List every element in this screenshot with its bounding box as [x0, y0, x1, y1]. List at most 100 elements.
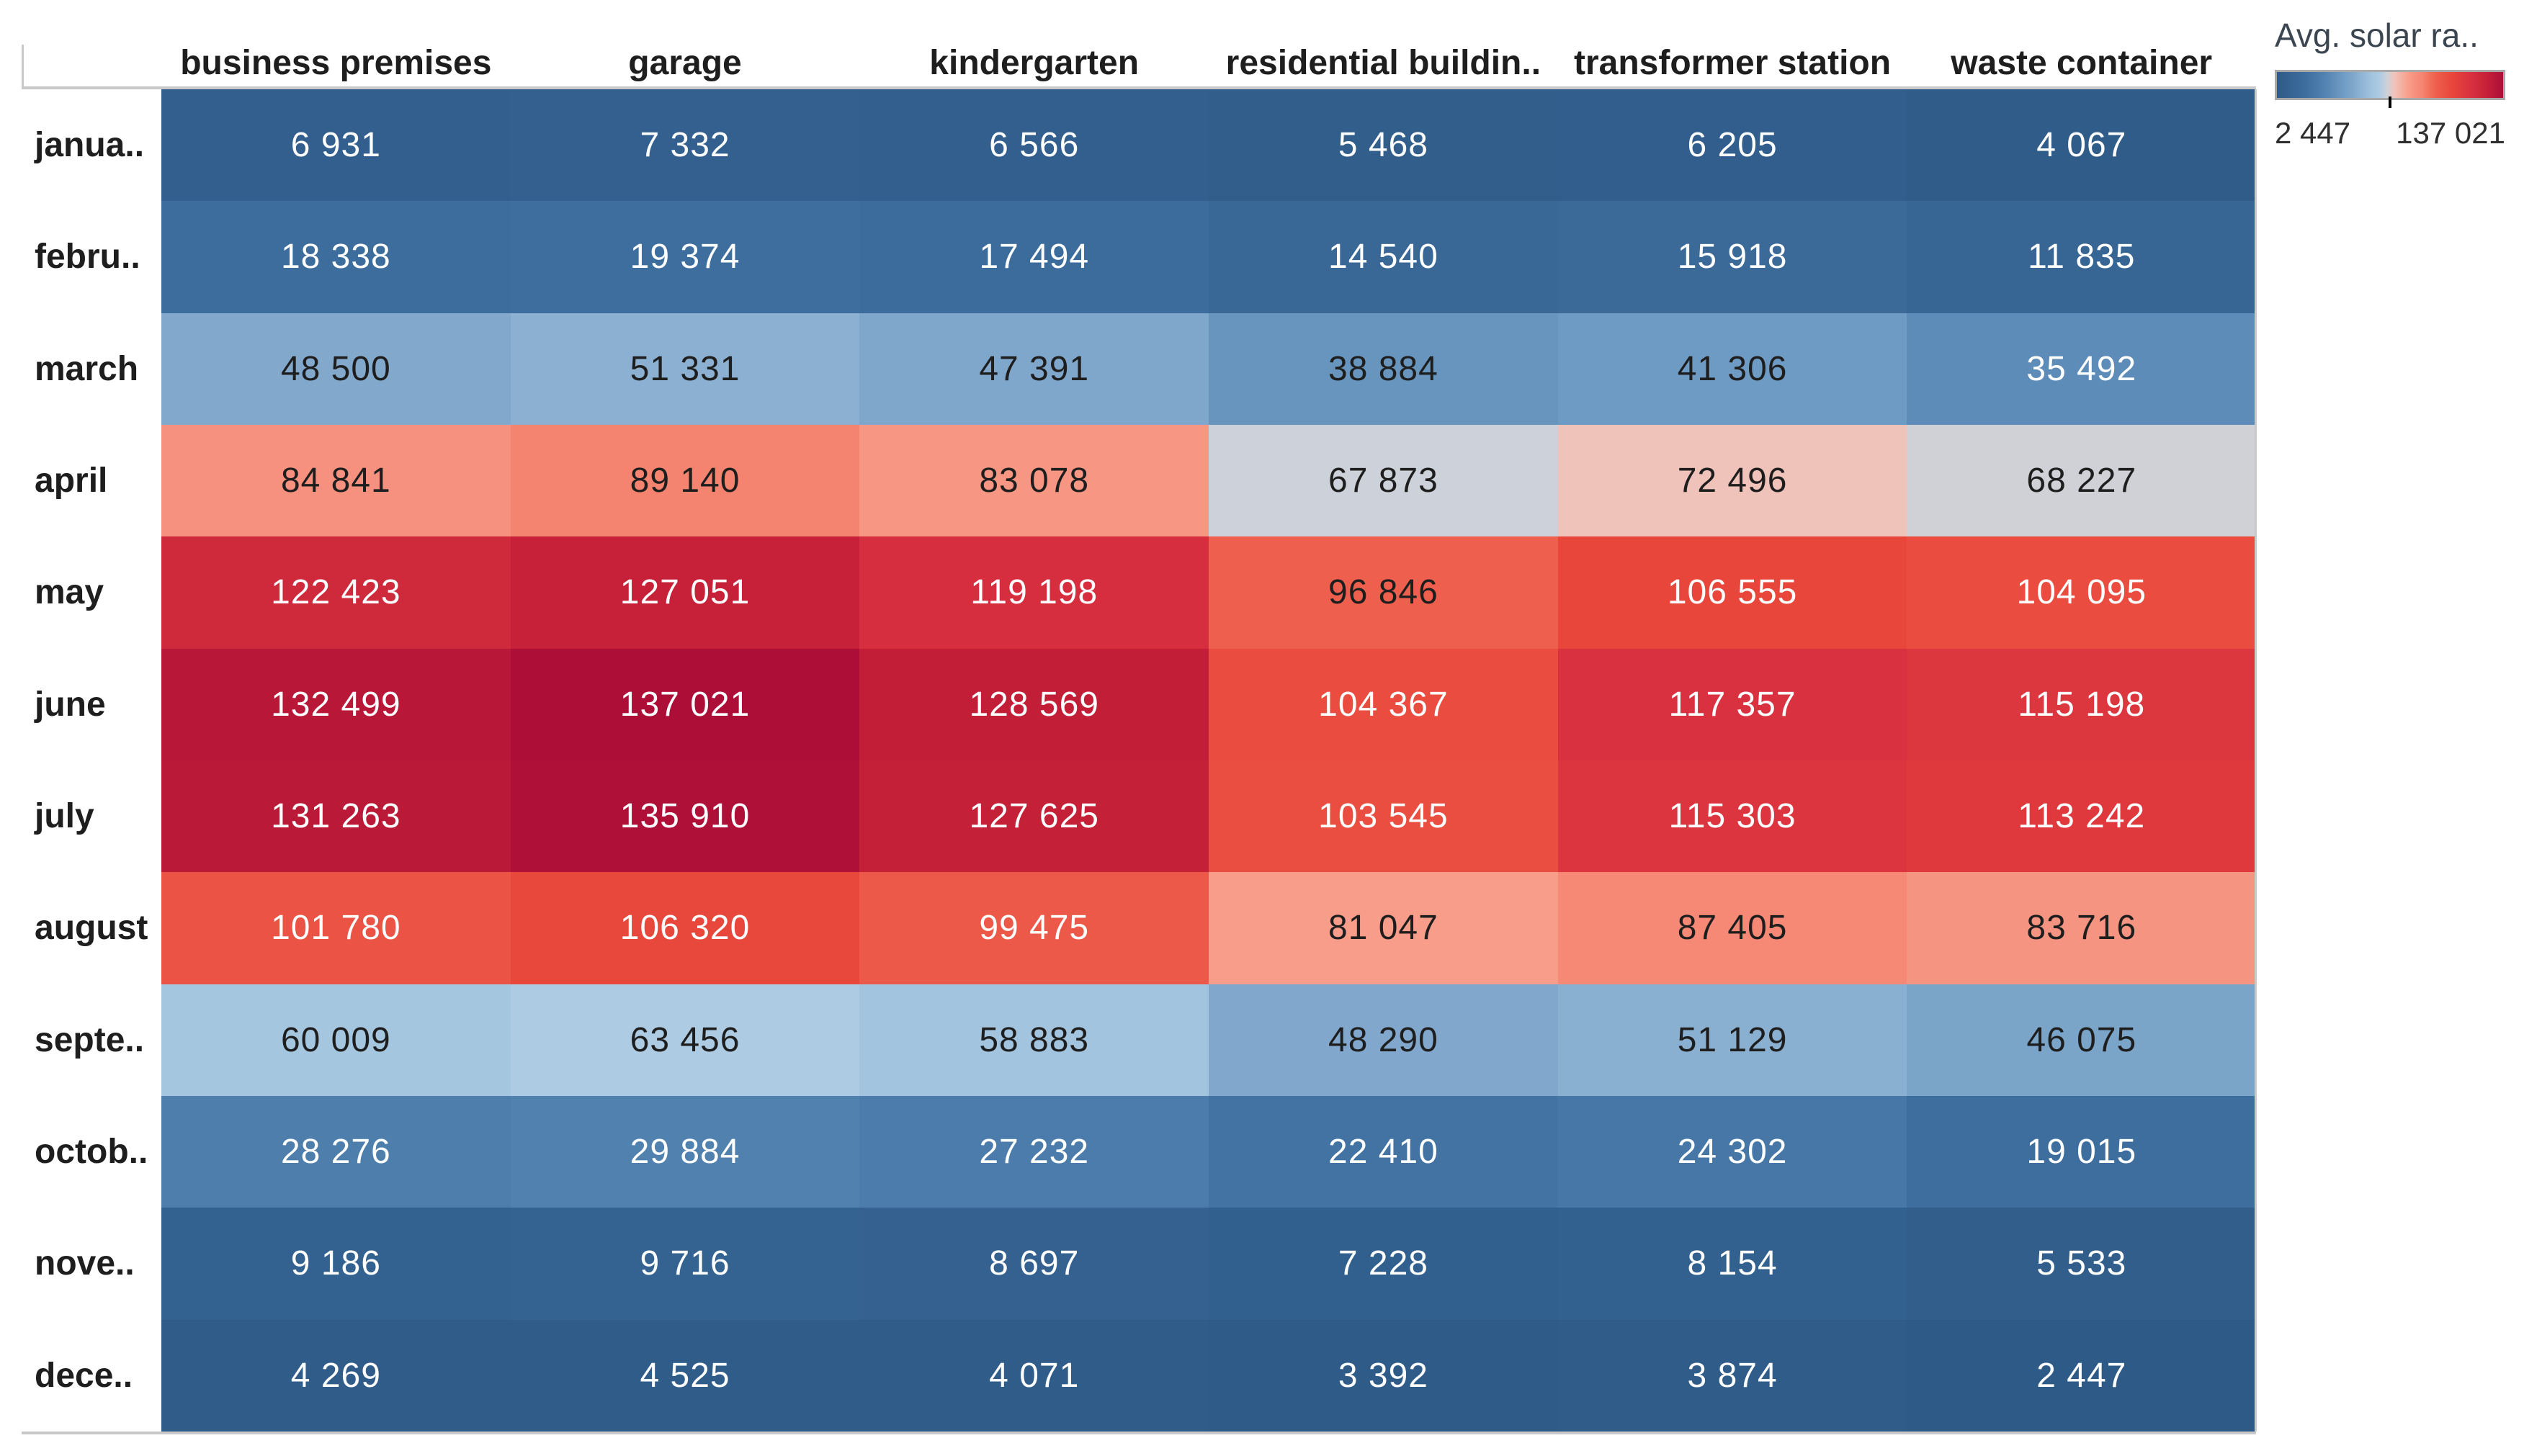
heatmap-cell[interactable]: 104 367 — [1209, 648, 1558, 760]
heatmap-cell[interactable]: 89 140 — [510, 424, 860, 537]
row-label-8[interactable]: august — [35, 909, 148, 948]
heatmap-cell[interactable]: 104 095 — [1907, 536, 2257, 649]
heatmap-cell[interactable]: 63 456 — [510, 984, 860, 1096]
column-header-4[interactable]: residential buildin.. — [1225, 43, 1541, 82]
heatmap-cell[interactable]: 119 198 — [859, 536, 1209, 649]
heatmap-cell[interactable]: 127 625 — [859, 760, 1209, 873]
heatmap-cell[interactable]: 9 186 — [161, 1208, 511, 1320]
heatmap-cell[interactable]: 101 780 — [161, 872, 511, 984]
heatmap-cell[interactable]: 99 475 — [859, 872, 1209, 984]
heatmap-cell[interactable]: 131 263 — [161, 760, 511, 873]
row-label-12[interactable]: dece.. — [35, 1356, 133, 1395]
heatmap-cell[interactable]: 84 841 — [161, 424, 511, 537]
row-label-9[interactable]: septe.. — [35, 1020, 145, 1059]
heatmap-cell[interactable]: 17 494 — [859, 201, 1209, 313]
column-header-3[interactable]: kindergarten — [929, 43, 1140, 82]
heatmap-cell[interactable]: 4 067 — [1907, 89, 2257, 202]
heatmap-cell[interactable]: 8 154 — [1557, 1208, 1907, 1320]
heatmap-cell[interactable]: 8 697 — [859, 1208, 1209, 1320]
row-labels: janua.. febru.. march april may june july augus… — [0, 89, 161, 1432]
heatmap-cell[interactable]: 106 320 — [510, 872, 860, 984]
heatmap-cell[interactable]: 68 227 — [1907, 424, 2257, 537]
heatmap-cell[interactable]: 115 303 — [1557, 760, 1907, 873]
heatmap-cell[interactable]: 96 846 — [1209, 536, 1558, 649]
heatmap-cell[interactable]: 6 205 — [1557, 89, 1907, 202]
heatmap-cell[interactable]: 135 910 — [510, 760, 860, 873]
heatmap-cell[interactable]: 4 269 — [161, 1319, 511, 1432]
heatmap-cell[interactable]: 15 918 — [1557, 201, 1907, 313]
row-label-4[interactable]: april — [35, 462, 108, 500]
heatmap-cell[interactable]: 18 338 — [161, 201, 511, 313]
heatmap-cell[interactable]: 22 410 — [1209, 1095, 1558, 1208]
column-header-5[interactable]: transformer station — [1573, 43, 1892, 82]
row-label-7[interactable]: july — [35, 797, 94, 836]
heatmap-cell[interactable]: 83 078 — [859, 424, 1209, 537]
column-header-2[interactable]: garage — [628, 43, 742, 82]
heatmap-cell[interactable]: 115 198 — [1907, 648, 2257, 760]
heatmap-cell[interactable]: 58 883 — [859, 984, 1209, 1096]
heatmap-cell[interactable]: 27 232 — [859, 1095, 1209, 1208]
heatmap-cell[interactable]: 122 423 — [161, 536, 511, 649]
legend-gradient-bar[interactable] — [2275, 69, 2505, 108]
corner-divider — [22, 45, 24, 86]
heatmap-cell[interactable]: 19 015 — [1907, 1095, 2257, 1208]
row-label-10[interactable]: octob.. — [35, 1133, 148, 1172]
heatmap-cell[interactable]: 127 051 — [510, 536, 860, 649]
heatmap-cell[interactable]: 41 306 — [1557, 313, 1907, 425]
heatmap-cell[interactable]: 60 009 — [161, 984, 511, 1096]
heatmap-cell[interactable]: 2 447 — [1907, 1319, 2257, 1432]
heatmap-cell[interactable]: 7 228 — [1209, 1208, 1558, 1320]
heatmap-cell[interactable]: 48 290 — [1209, 984, 1558, 1096]
heatmap-cell[interactable]: 137 021 — [510, 648, 860, 760]
row-label-11[interactable]: nove.. — [35, 1244, 135, 1283]
heatmap-cell[interactable]: 83 716 — [1907, 872, 2257, 984]
heatmap-cell[interactable]: 81 047 — [1209, 872, 1558, 984]
heatmap-cell[interactable]: 6 566 — [859, 89, 1209, 202]
row-label-6[interactable]: june — [35, 685, 106, 724]
heatmap-cell[interactable]: 113 242 — [1907, 760, 2257, 873]
heatmap-cell[interactable]: 4 071 — [859, 1319, 1209, 1432]
grid-bottom-rule — [22, 1432, 2256, 1434]
heatmap-cell[interactable]: 46 075 — [1907, 984, 2257, 1096]
column-header-1[interactable]: business premises — [180, 43, 492, 82]
row-label-2[interactable]: febru.. — [35, 238, 140, 277]
column-header-6[interactable]: waste container — [1951, 43, 2213, 82]
grid-right-rule — [2255, 89, 2257, 1432]
heatmap-cell[interactable]: 7 332 — [510, 89, 860, 202]
heatmap-cell[interactable]: 47 391 — [859, 313, 1209, 425]
heatmap-cell[interactable]: 51 129 — [1557, 984, 1907, 1096]
heatmap-cell[interactable]: 11 835 — [1907, 201, 2257, 313]
heatmap-cell[interactable]: 87 405 — [1557, 872, 1907, 984]
heatmap-cell[interactable]: 19 374 — [510, 201, 860, 313]
row-label-3[interactable]: march — [35, 349, 139, 388]
heatmap-cell[interactable]: 128 569 — [859, 648, 1209, 760]
heatmap-cell[interactable]: 132 499 — [161, 648, 511, 760]
row-label-1[interactable]: janua.. — [35, 126, 145, 165]
row-label-5[interactable]: may — [35, 573, 104, 612]
legend-midpoint-tick — [2389, 96, 2391, 108]
heatmap-cell[interactable]: 29 884 — [510, 1095, 860, 1208]
heatmap-cell[interactable]: 5 533 — [1907, 1208, 2257, 1320]
heatmap-cell[interactable]: 5 468 — [1209, 89, 1558, 202]
heatmap-cell[interactable]: 67 873 — [1209, 424, 1558, 537]
heatmap-cell[interactable]: 51 331 — [510, 313, 860, 425]
heatmap-cell[interactable]: 6 931 — [161, 89, 511, 202]
heatmap-cell[interactable]: 35 492 — [1907, 313, 2257, 425]
heatmap-cell[interactable]: 117 357 — [1557, 648, 1907, 760]
heatmap-cell[interactable]: 3 392 — [1209, 1319, 1558, 1432]
heatmap-cell[interactable]: 4 525 — [510, 1319, 860, 1432]
legend-title: Avg. solar ra.. — [2275, 17, 2479, 54]
column-headers: business premises garage kindergarten resid… — [161, 40, 2256, 85]
heatmap-cell[interactable]: 14 540 — [1209, 201, 1558, 313]
grid-top-rule — [22, 86, 2256, 89]
heatmap-cell[interactable]: 28 276 — [161, 1095, 511, 1208]
heatmap-cell[interactable]: 3 874 — [1557, 1319, 1907, 1432]
heatmap-cell[interactable]: 38 884 — [1209, 313, 1558, 425]
heatmap-cell[interactable]: 106 555 — [1557, 536, 1907, 649]
heatmap-cell[interactable]: 24 302 — [1557, 1095, 1907, 1208]
heatmap-cell[interactable]: 103 545 — [1209, 760, 1558, 873]
heatmap-cell[interactable]: 72 496 — [1557, 424, 1907, 537]
heatmap-cell[interactable]: 9 716 — [510, 1208, 860, 1320]
heatmap-cell[interactable]: 48 500 — [161, 313, 511, 425]
